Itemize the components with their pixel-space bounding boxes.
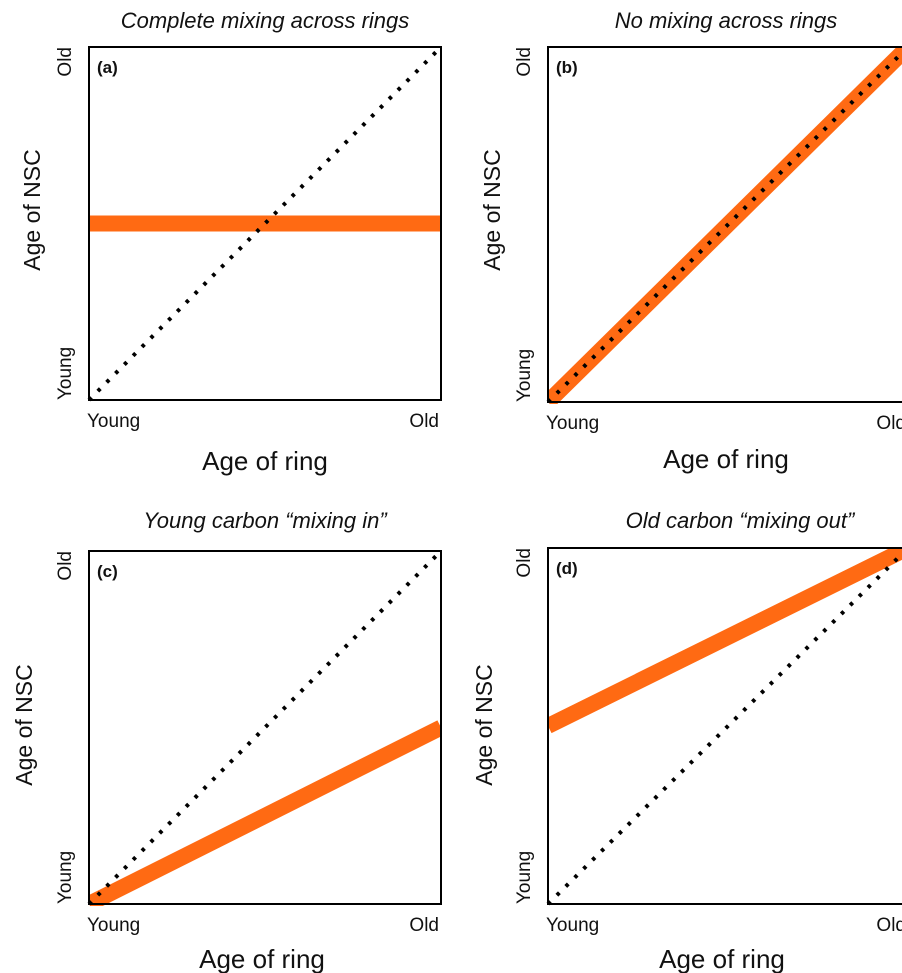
y-tick-label-young: Young [514,851,535,904]
y-tick-label-young: Young [514,349,535,402]
x-axis-label: Age of ring [202,446,328,476]
panel-title: Complete mixing across rings [121,8,410,33]
x-tick-label-young: Young [546,915,599,936]
panel-label: (b) [556,58,578,77]
plot-frame [88,46,442,401]
plot-frame [547,46,902,403]
one-to-one-reference-line [87,45,443,402]
panel-label: (a) [97,58,118,77]
panel-c: Young carbon “mixing in” (c) Young Old Young… [11,508,443,973]
mixing-line [547,548,902,734]
plot-frame [547,547,902,905]
panel-title: Old carbon “mixing out” [626,508,856,533]
x-axis-label: Age of ring [663,444,789,474]
panel-title: Young carbon “mixing in” [143,508,388,533]
panel-label: (d) [556,559,578,578]
x-tick-label-young: Young [546,413,599,434]
x-tick-label-old: Old [876,413,902,434]
x-axis-label: Age of ring [199,944,325,973]
panel-label: (c) [97,562,118,581]
y-axis-label: Age of NSC [479,149,505,270]
mixing-line [88,720,442,906]
y-axis-label: Age of NSC [19,149,45,270]
x-tick-label-old: Old [409,915,439,936]
panel-a: Complete mixing across rings (a) Young Old Y… [19,8,443,476]
y-tick-label-young: Young [55,851,76,904]
x-tick-label-old: Old [409,411,439,432]
x-axis-label: Age of ring [659,944,785,973]
panel-title: No mixing across rings [615,8,838,33]
y-axis-label: Age of NSC [471,664,497,785]
x-tick-label-young: Young [87,915,140,936]
y-tick-label-old: Old [55,47,76,77]
y-axis-label: Age of NSC [11,664,37,785]
x-tick-label-old: Old [876,915,902,936]
one-to-one-reference-line [546,50,902,404]
panel-b: No mixing across rings (b) Young Old Young Ol… [479,8,902,474]
y-tick-label-young: Young [55,347,76,400]
y-tick-label-old: Old [55,551,76,581]
y-tick-label-old: Old [514,47,535,77]
x-tick-label-young: Young [87,411,140,432]
y-tick-label-old: Old [514,548,535,578]
panel-d: Old carbon “mixing out” (d) Young Old Young O… [471,508,902,973]
one-to-one-reference-line [87,549,443,906]
one-to-one-reference-line [546,551,902,906]
plot-frame [88,550,442,905]
